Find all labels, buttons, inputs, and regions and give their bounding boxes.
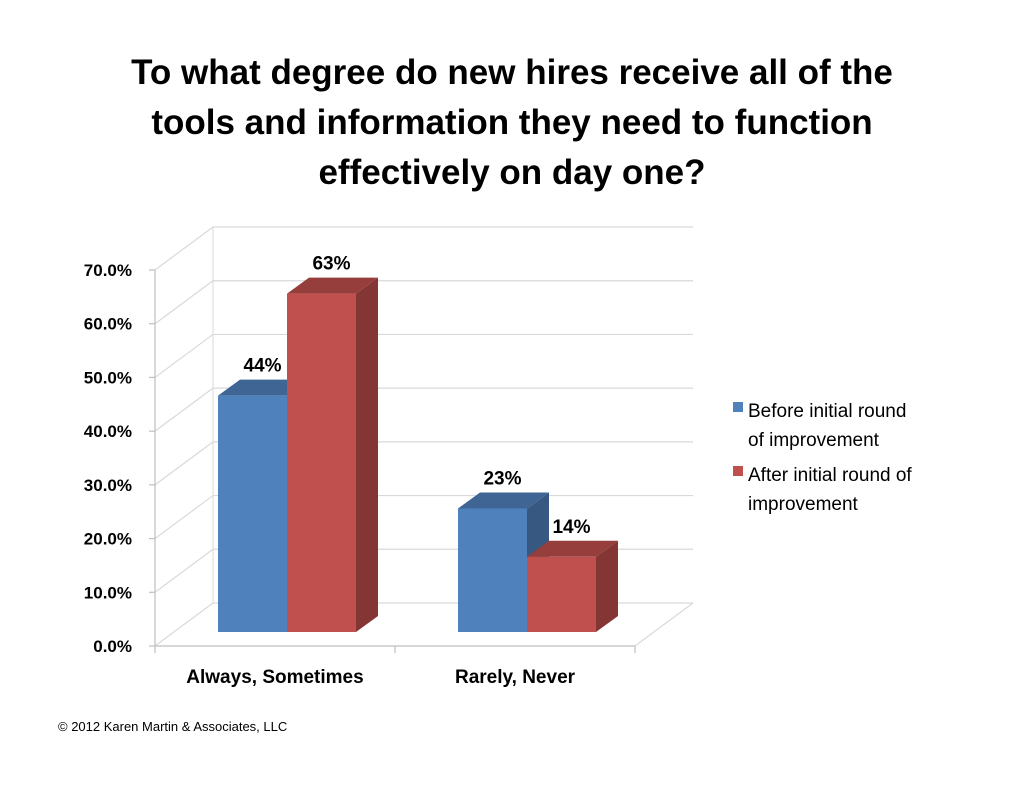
gridline [154, 387, 693, 432]
y-tick-label: 60.0% [84, 315, 132, 334]
x-tick-label: Rarely, Never [455, 667, 576, 688]
y-tick-label: 40.0% [84, 422, 132, 441]
y-tick-label: 20.0% [84, 530, 132, 549]
bar [218, 395, 287, 632]
floor-edge [634, 602, 694, 647]
chart-title-line: tools and information they need to funct… [151, 103, 873, 142]
bar [458, 508, 527, 632]
bar-top [287, 277, 378, 294]
data-label: 63% [312, 254, 350, 275]
data-label: 14% [552, 517, 590, 538]
legend-swatch [733, 402, 743, 412]
legend-label: of improvement [748, 430, 880, 451]
data-label: 44% [243, 356, 281, 377]
copyright-footer: © 2012 Karen Martin & Associates, LLC [58, 719, 288, 734]
legend-swatch [733, 466, 743, 476]
legend-label: improvement [748, 494, 859, 515]
y-tick-label: 0.0% [93, 637, 132, 656]
y-tick-label: 70.0% [84, 261, 132, 280]
legend-label: Before initial round [748, 401, 906, 422]
gridline [154, 441, 693, 486]
bar-side [596, 540, 618, 632]
y-tick-label: 50.0% [84, 368, 132, 387]
chart-title-line: To what degree do new hires receive all … [131, 53, 893, 92]
bar [287, 293, 356, 632]
bar [527, 556, 596, 632]
legend-label: After initial round of [748, 465, 912, 486]
gridline [154, 226, 693, 271]
gridline [154, 280, 693, 325]
gridline [154, 333, 693, 378]
data-label: 23% [483, 468, 521, 489]
y-tick-label: 10.0% [84, 583, 132, 602]
x-tick-label: Always, Sometimes [186, 667, 363, 688]
y-tick-label: 30.0% [84, 476, 132, 495]
bar-top [218, 379, 309, 396]
bar-side [356, 277, 378, 632]
chart-title-line: effectively on day one? [318, 153, 706, 192]
chart-title: To what degree do new hires receive all … [90, 48, 934, 198]
bar-top [458, 492, 549, 509]
bar-top [527, 540, 618, 557]
